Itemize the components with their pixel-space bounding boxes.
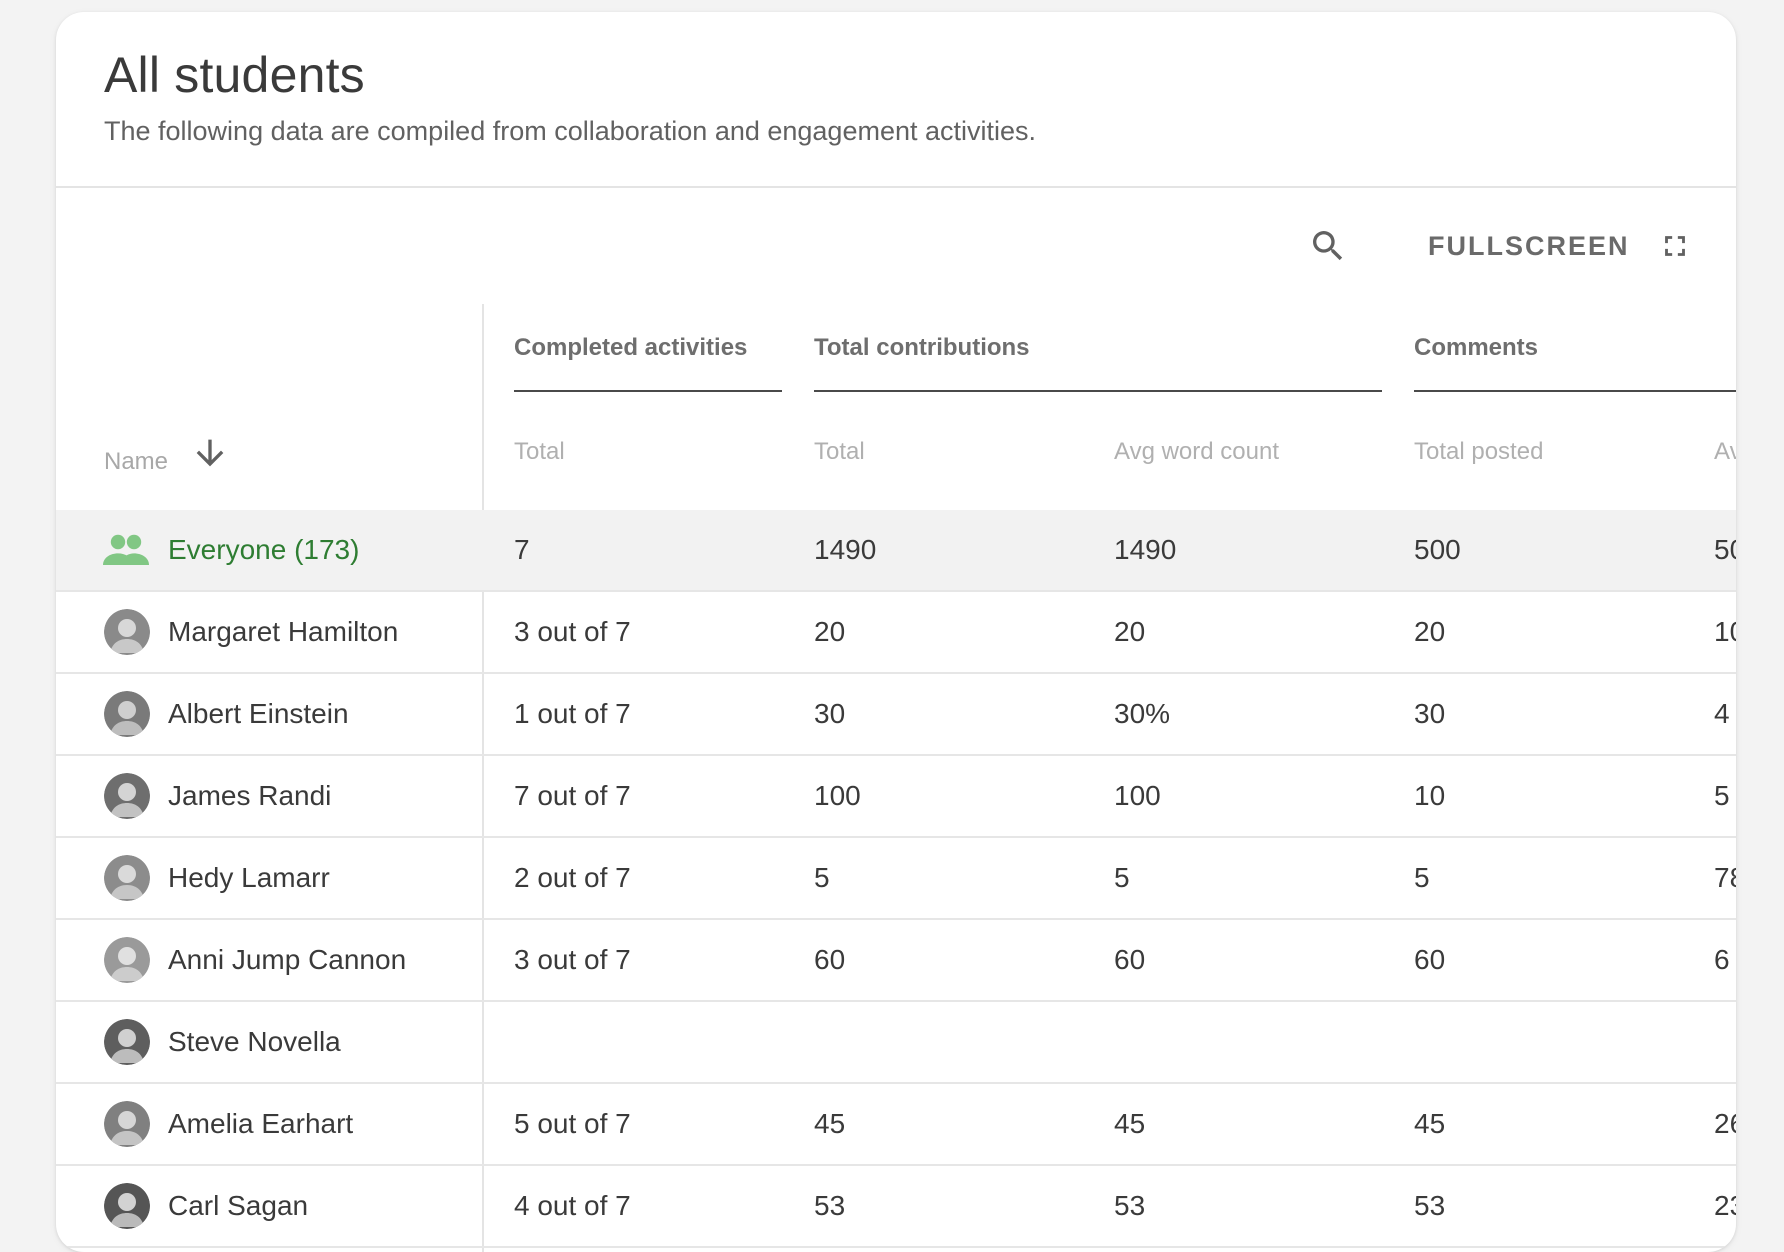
avatar <box>104 691 150 737</box>
student-name: James Randi <box>168 780 332 811</box>
subheader-avg-word-count[interactable]: Avg word count <box>1114 438 1279 465</box>
fullscreen-button[interactable]: FULLSCREEN <box>1428 218 1692 274</box>
table-row-everyone[interactable]: Everyone (173) 7 1490 1490 500 50 <box>56 510 1736 592</box>
group-header-total-contributions: Total contributions <box>814 334 1030 361</box>
subheader-contributions-total[interactable]: Total <box>814 438 865 465</box>
group-underline <box>1414 390 1736 392</box>
table-cell: 45 <box>1414 1108 1446 1139</box>
table-cell: 6 <box>1714 944 1730 975</box>
avatar <box>104 1101 150 1147</box>
table-row[interactable]: Anni Jump Cannon 3 out of 7 60 60 60 6 <box>56 920 1736 1002</box>
table-row[interactable]: Margaret Hamilton 3 out of 7 20 20 20 10 <box>56 592 1736 674</box>
table-cell: 53 <box>1114 1190 1146 1221</box>
table-row[interactable]: Steve Novella <box>56 1002 1736 1084</box>
table-cell: 100 <box>1114 780 1161 811</box>
student-name: Amelia Earhart <box>168 1108 354 1139</box>
search-button[interactable] <box>1298 216 1358 276</box>
group-underline <box>814 390 1382 392</box>
table-cell: 60 <box>814 944 846 975</box>
group-icon <box>102 534 150 571</box>
group-underline <box>514 390 782 392</box>
table-cell: 10 <box>1714 616 1736 647</box>
student-name: Hedy Lamarr <box>168 862 330 893</box>
table-cell: 4 out of 7 <box>514 1190 631 1221</box>
table-cell: 4 <box>1714 698 1730 729</box>
sort-descending-button[interactable] <box>190 433 230 473</box>
avatar <box>104 609 150 655</box>
table-cell: 5 <box>1714 780 1730 811</box>
subheader-comments-avg[interactable]: Av <box>1714 438 1736 465</box>
avatar <box>104 773 150 819</box>
student-name: Margaret Hamilton <box>168 616 399 647</box>
table-cell: 1490 <box>814 534 877 565</box>
table-cell: 53 <box>1414 1190 1446 1221</box>
table-cell: 78 <box>1714 862 1736 893</box>
students-table-body: Everyone (173) 7 1490 1490 500 50 Margar… <box>56 510 1736 1248</box>
table-cell: 5 <box>1114 862 1130 893</box>
avatar <box>104 855 150 901</box>
page-subtitle: The following data are compiled from col… <box>104 116 1037 146</box>
table-cell: 23 <box>1714 1190 1736 1221</box>
table-row[interactable]: Albert Einstein 1 out of 7 30 30% 30 4 <box>56 674 1736 756</box>
table-cell: 26 <box>1714 1108 1736 1139</box>
table-cell: 10 <box>1414 780 1446 811</box>
subheader-total-posted[interactable]: Total posted <box>1414 438 1544 465</box>
table-cell: 3 out of 7 <box>514 616 631 647</box>
student-name: Steve Novella <box>168 1026 341 1057</box>
table-cell: 53 <box>814 1190 846 1221</box>
table-row[interactable]: Carl Sagan 4 out of 7 53 53 53 23 <box>56 1166 1736 1248</box>
arrow-down-icon <box>196 439 224 467</box>
table-cell: 30 <box>1414 698 1446 729</box>
student-name: Anni Jump Cannon <box>168 944 407 975</box>
name-column-header[interactable]: Name <box>104 430 230 476</box>
table-cell: 500 <box>1414 534 1461 565</box>
table-cell: 5 <box>814 862 830 893</box>
table-cell: 2 out of 7 <box>514 862 631 893</box>
student-name: Carl Sagan <box>168 1190 309 1221</box>
table-cell: 3 out of 7 <box>514 944 631 975</box>
table-row[interactable]: James Randi 7 out of 7 100 100 10 5 <box>56 756 1736 838</box>
group-header-completed-activities: Completed activities <box>514 334 748 361</box>
table-cell: 45 <box>1114 1108 1146 1139</box>
student-name: Albert Einstein <box>168 698 349 729</box>
search-icon <box>1313 231 1343 261</box>
table-cell: 30 <box>814 698 846 729</box>
group-header-comments: Comments <box>1414 334 1539 361</box>
table-row[interactable]: Hedy Lamarr 2 out of 7 5 5 5 78 <box>56 838 1736 920</box>
table-cell: 5 out of 7 <box>514 1108 631 1139</box>
fullscreen-icon <box>1658 229 1692 263</box>
everyone-label: Everyone (173) <box>168 534 360 565</box>
table-cell: 1490 <box>1114 534 1177 565</box>
table-cell: 1 out of 7 <box>514 698 631 729</box>
subheader-completed-total[interactable]: Total <box>514 438 565 465</box>
table-cell: 45 <box>814 1108 846 1139</box>
header-divider <box>56 186 1736 188</box>
avatar <box>104 937 150 983</box>
name-column-divider <box>482 304 484 1252</box>
table-cell: 50 <box>1714 534 1736 565</box>
table-cell: 60 <box>1114 944 1146 975</box>
page-title: All students <box>104 47 365 103</box>
table-cell: 100 <box>814 780 861 811</box>
table-cell: 60 <box>1414 944 1446 975</box>
fullscreen-label: FULLSCREEN <box>1428 230 1630 261</box>
table-cell: 5 <box>1414 862 1430 893</box>
table-cell: 7 <box>514 534 530 565</box>
table-cell: 30% <box>1114 698 1171 729</box>
table-cell: 20 <box>1114 616 1146 647</box>
table-cell: 7 out of 7 <box>514 780 631 811</box>
avatar <box>104 1019 150 1065</box>
avatar <box>104 1183 150 1229</box>
table-cell: 20 <box>814 616 846 647</box>
table-cell: 20 <box>1414 616 1446 647</box>
name-header-label: Name <box>104 448 169 475</box>
students-card: All students The following data are comp… <box>56 12 1736 1252</box>
table-row[interactable]: Amelia Earhart 5 out of 7 45 45 45 26 <box>56 1084 1736 1166</box>
